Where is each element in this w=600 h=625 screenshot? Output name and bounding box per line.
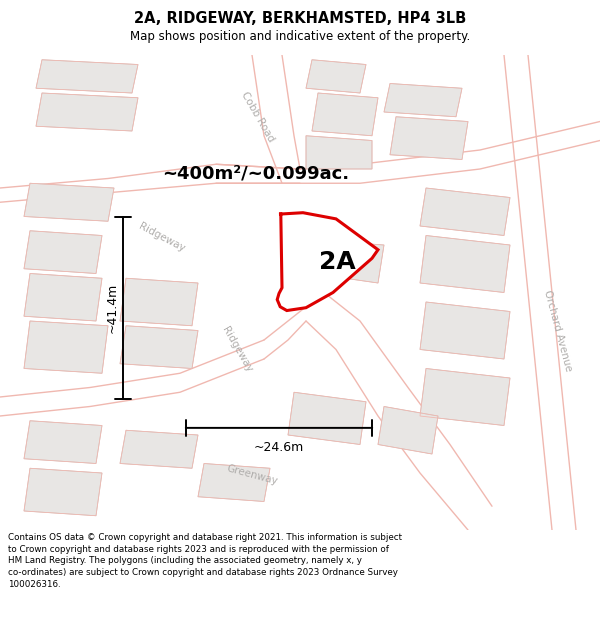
Polygon shape <box>420 369 510 426</box>
Polygon shape <box>288 392 366 444</box>
Text: ~41.4m: ~41.4m <box>106 282 119 333</box>
Polygon shape <box>24 183 114 221</box>
Polygon shape <box>24 231 102 274</box>
Text: Ridgeway: Ridgeway <box>137 221 187 254</box>
Text: Map shows position and indicative extent of the property.: Map shows position and indicative extent… <box>130 30 470 43</box>
Polygon shape <box>384 84 462 117</box>
Text: Ridgeway: Ridgeway <box>220 325 254 374</box>
Polygon shape <box>312 93 378 136</box>
Text: Orchard Avenue: Orchard Avenue <box>542 289 574 372</box>
Polygon shape <box>306 60 366 93</box>
Polygon shape <box>420 236 510 292</box>
Polygon shape <box>306 136 372 169</box>
Polygon shape <box>36 60 138 93</box>
Polygon shape <box>378 406 438 454</box>
Polygon shape <box>420 302 510 359</box>
Polygon shape <box>420 188 510 236</box>
Text: 2A: 2A <box>319 250 356 274</box>
Text: Contains OS data © Crown copyright and database right 2021. This information is : Contains OS data © Crown copyright and d… <box>8 533 402 589</box>
Polygon shape <box>36 93 138 131</box>
Text: ~24.6m: ~24.6m <box>254 441 304 454</box>
Polygon shape <box>24 421 102 464</box>
Text: ~400m²/~0.099ac.: ~400m²/~0.099ac. <box>162 165 349 182</box>
Polygon shape <box>277 213 378 311</box>
Text: 2A, RIDGEWAY, BERKHAMSTED, HP4 3LB: 2A, RIDGEWAY, BERKHAMSTED, HP4 3LB <box>134 11 466 26</box>
Polygon shape <box>120 278 198 326</box>
Polygon shape <box>198 464 270 501</box>
Polygon shape <box>24 321 108 373</box>
Text: Greenway: Greenway <box>225 464 279 487</box>
Polygon shape <box>24 274 102 321</box>
Polygon shape <box>24 468 102 516</box>
Polygon shape <box>312 240 384 283</box>
Polygon shape <box>120 430 198 468</box>
Polygon shape <box>390 117 468 159</box>
Text: Cobb Road: Cobb Road <box>239 90 277 144</box>
Polygon shape <box>120 326 198 369</box>
